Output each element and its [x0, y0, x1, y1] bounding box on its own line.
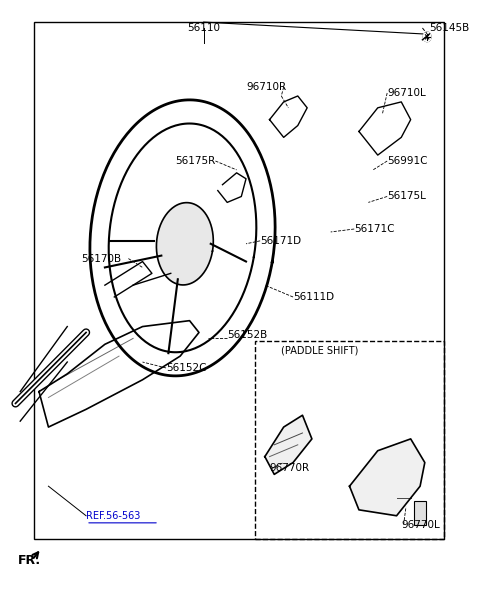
Text: 96770R: 96770R — [270, 463, 310, 473]
Bar — [414, 501, 426, 525]
Bar — [35, 22, 444, 539]
Text: 56152C: 56152C — [166, 363, 206, 373]
Text: REF.56-563: REF.56-563 — [86, 511, 141, 521]
Text: 56110: 56110 — [187, 23, 220, 33]
Polygon shape — [349, 439, 425, 516]
Text: 96770L: 96770L — [401, 520, 440, 530]
Text: 56152B: 56152B — [227, 330, 267, 340]
Text: 96710L: 96710L — [387, 88, 426, 98]
Bar — [255, 342, 444, 539]
Text: 56991C: 56991C — [387, 156, 428, 166]
Text: 56171D: 56171D — [260, 236, 301, 246]
Polygon shape — [265, 415, 312, 475]
Text: (PADDLE SHIFT): (PADDLE SHIFT) — [281, 345, 359, 355]
Circle shape — [423, 32, 431, 42]
Text: 96710R: 96710R — [246, 82, 286, 92]
Text: 56145B: 56145B — [430, 23, 470, 33]
Text: 56111D: 56111D — [293, 292, 334, 302]
Text: 56171C: 56171C — [354, 224, 395, 234]
Text: 56175L: 56175L — [387, 191, 426, 201]
Text: 56170B: 56170B — [82, 254, 121, 264]
Text: FR.: FR. — [18, 554, 41, 567]
Polygon shape — [156, 203, 213, 285]
Text: 56175R: 56175R — [176, 156, 216, 166]
Circle shape — [423, 32, 431, 42]
